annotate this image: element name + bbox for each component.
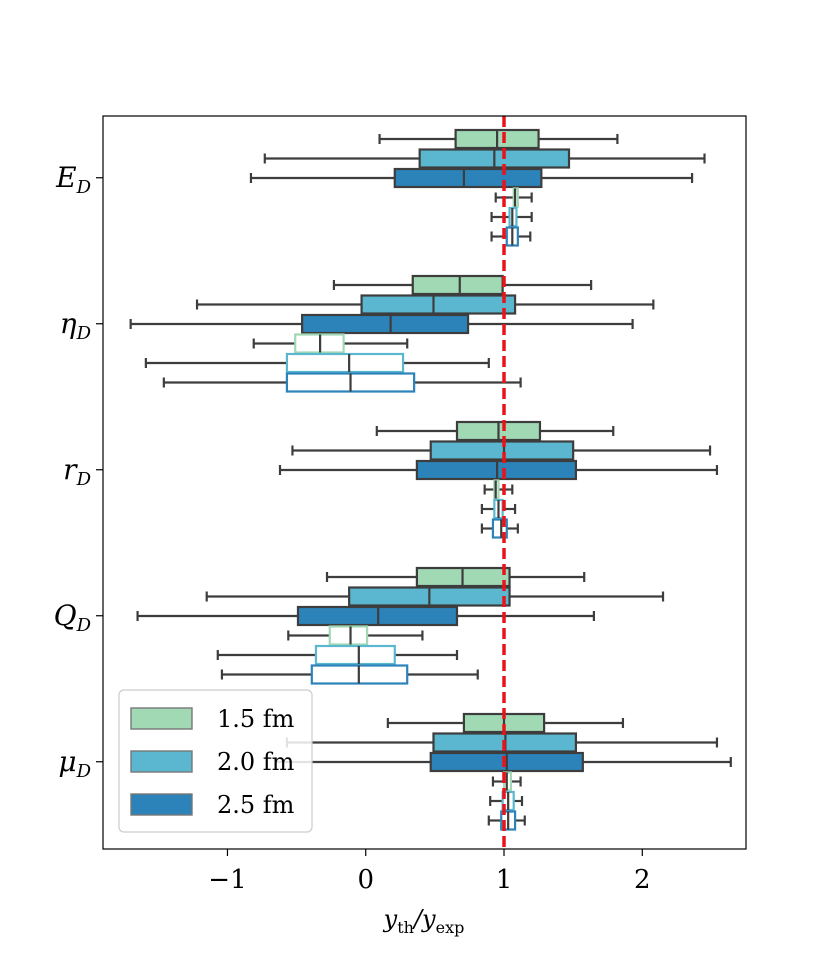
- y-tick-label: ηD: [60, 307, 92, 344]
- legend-swatch: [130, 793, 193, 816]
- x-tick-label: −1: [208, 865, 246, 895]
- box-4-2: [274, 751, 732, 773]
- box-rect: [411, 274, 504, 296]
- x-axis-label: yth/yexp: [383, 905, 465, 937]
- box-rect: [285, 352, 405, 374]
- box-3-2: [136, 605, 595, 627]
- box-2-5: [480, 518, 519, 539]
- x-tick-label: 2: [634, 865, 651, 895]
- box-0-1: [263, 148, 706, 169]
- box-4-0: [386, 712, 625, 734]
- box-1-5: [162, 372, 522, 393]
- box-rect: [301, 313, 470, 335]
- box-rect: [314, 644, 396, 666]
- box-rect: [328, 625, 369, 646]
- box-group-1: [129, 274, 655, 393]
- box-0-5: [490, 226, 532, 247]
- x-tick-label: 0: [357, 865, 374, 895]
- box-2-4: [480, 498, 517, 520]
- box-1-3: [252, 333, 409, 354]
- x-axis: −1 0 1 2: [208, 849, 651, 895]
- box-rect: [429, 440, 575, 461]
- box-0-4: [490, 206, 533, 228]
- y-axis: ED ηD rD QD μD: [54, 161, 103, 782]
- box-1-1: [195, 294, 655, 315]
- box-4-4: [489, 790, 524, 812]
- legend-swatch: [130, 707, 193, 730]
- x-tick-label: 1: [496, 865, 513, 895]
- box-4-5: [487, 810, 526, 831]
- legend-label: 1.5 fm: [217, 705, 295, 733]
- box-group-0: [249, 128, 706, 247]
- legend: 1.5 fm 2.0 fm 2.5 fm: [118, 689, 313, 833]
- y-tick-label: rD: [63, 453, 91, 490]
- box-2-0: [375, 420, 615, 442]
- box-2-3: [483, 479, 514, 500]
- box-3-0: [325, 566, 586, 588]
- box-group-3: [136, 566, 665, 685]
- box-4-1: [285, 732, 719, 753]
- y-tick-label: μD: [58, 745, 91, 782]
- box-2-2: [278, 459, 719, 481]
- plot-frame: [102, 115, 747, 850]
- box-0-0: [378, 128, 619, 150]
- box-group-2: [278, 420, 719, 539]
- box-rect: [360, 294, 517, 315]
- box-1-4: [144, 352, 490, 374]
- y-tick-label: QD: [54, 599, 92, 636]
- box-3-1: [205, 586, 665, 607]
- box-1-0: [332, 274, 593, 296]
- box-3-4: [216, 644, 459, 666]
- box-3-3: [287, 625, 424, 646]
- box-4-3: [491, 771, 522, 792]
- legend-label: 2.5 fm: [217, 791, 295, 819]
- box-3-5: [220, 664, 479, 685]
- legend-swatch: [130, 750, 193, 773]
- box-2-1: [291, 440, 712, 461]
- y-tick-label: ED: [55, 161, 91, 198]
- legend-label: 2.0 fm: [217, 748, 295, 776]
- box-0-2: [249, 167, 694, 189]
- box-rect: [393, 167, 543, 189]
- box-1-2: [129, 313, 634, 335]
- box-0-3: [494, 187, 533, 208]
